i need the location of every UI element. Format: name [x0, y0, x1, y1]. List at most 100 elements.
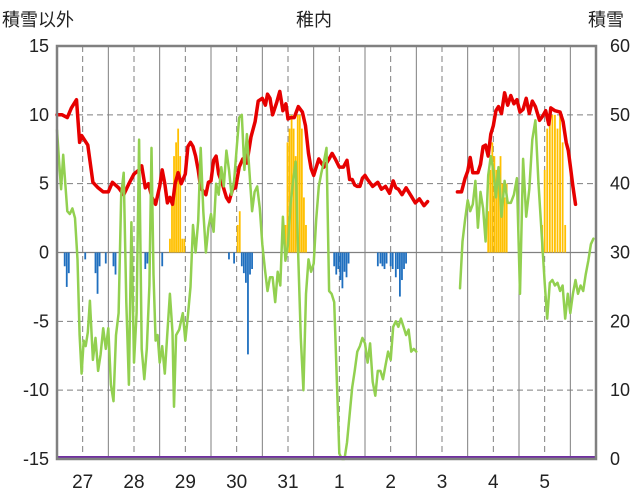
right-y-tick-label: 10	[610, 380, 630, 400]
snowfall-bar	[284, 224, 287, 253]
x-tick-label: 27	[72, 472, 93, 493]
snow-depth-line	[455, 91, 578, 207]
snowfall-bar	[503, 197, 506, 253]
precip-bar	[242, 252, 245, 274]
precip-bar	[399, 252, 401, 297]
x-tick-label: 5	[539, 472, 550, 493]
snowfall-bar	[298, 114, 301, 253]
snowfall-bar	[487, 211, 490, 253]
precip-bar	[339, 252, 342, 281]
precip-bar	[405, 252, 407, 264]
snowfall-bar	[501, 183, 504, 253]
snowfall-bar	[303, 197, 305, 253]
chart-title: 稚内	[296, 10, 332, 30]
precip-bar	[245, 252, 247, 283]
temperature-line	[458, 119, 595, 320]
left-y-tick-label: -10	[23, 380, 49, 400]
right-axis-label: 積雪	[588, 10, 624, 30]
precip-bar	[65, 252, 68, 287]
precip-bar	[144, 252, 147, 270]
snowfall-bar	[183, 238, 186, 253]
precip-bar	[96, 252, 99, 294]
line-series-group	[55, 89, 595, 461]
precip-bar	[383, 252, 386, 270]
precip-bar	[146, 252, 149, 264]
left-y-tick-label: 15	[29, 36, 49, 56]
snowfall-bar	[305, 224, 307, 253]
snowfall-bar	[238, 211, 241, 253]
x-tick-label: 4	[488, 472, 499, 493]
precip-bar	[343, 252, 346, 272]
right-y-tick-label: 30	[610, 243, 630, 263]
snowfall-bar	[288, 128, 291, 253]
x-ticks: 27 28 29 30 31 1 2 3 4 5	[72, 472, 550, 493]
x-tick-label: 29	[175, 472, 196, 493]
snowfall-bar	[177, 128, 180, 253]
snowfall-bar	[181, 238, 184, 253]
snowfall-bar	[497, 183, 500, 253]
snowfall-bar	[564, 224, 567, 253]
snowfall-bar	[171, 197, 173, 253]
left-y-ticks: 15 10 5 0 -5 -10 -15	[23, 36, 49, 469]
snowfall-bar	[300, 128, 303, 253]
snowfall-bar	[559, 114, 561, 253]
x-tick-label: 1	[334, 472, 345, 493]
x-tick-label: 28	[123, 472, 144, 493]
snowfall-bar	[543, 169, 546, 253]
x-tick-label: 3	[437, 472, 448, 493]
precip-bar	[337, 252, 340, 270]
snowfall-bar	[505, 183, 508, 253]
snowfall-bar	[236, 224, 239, 253]
left-axis-label: 積雪以外	[2, 10, 74, 30]
precip-bar	[104, 252, 107, 264]
precip-bar	[233, 252, 235, 264]
precip-bar	[381, 252, 384, 267]
left-y-tick-label: -15	[23, 449, 49, 469]
right-y-tick-label: 0	[610, 449, 620, 469]
precip-bar	[345, 252, 348, 278]
precip-bar	[67, 252, 70, 274]
precip-bar	[379, 252, 382, 264]
right-y-tick-label: 20	[610, 311, 630, 331]
right-y-ticks: 60 50 40 30 20 10 0	[610, 36, 630, 469]
precip-bar	[333, 252, 336, 267]
x-tick-label: 30	[226, 472, 247, 493]
precip-bar	[401, 252, 403, 281]
precip-bar	[249, 252, 251, 275]
snowfall-bar	[296, 114, 299, 253]
snowfall-bar	[554, 114, 556, 253]
precip-bar	[112, 252, 115, 267]
precip-bar	[347, 252, 350, 264]
temperature-line	[55, 113, 418, 461]
snowfall-bar	[489, 169, 492, 253]
precip-bar	[228, 252, 230, 260]
snowfall-bar	[556, 128, 559, 253]
right-y-tick-label: 40	[610, 174, 630, 194]
snowfall-bar	[546, 128, 549, 253]
precip-bar	[391, 252, 394, 270]
plot-frame	[55, 44, 598, 461]
precip-bar	[335, 252, 338, 275]
snowfall-bar	[551, 114, 554, 253]
right-y-tick-label: 60	[610, 36, 630, 56]
snowfall-bar	[493, 156, 496, 253]
right-y-tick-label: 50	[610, 105, 630, 125]
precip-bar	[84, 252, 87, 260]
precip-bar	[376, 252, 379, 267]
precip-bar	[341, 252, 344, 289]
precip-bar	[385, 252, 388, 264]
precip-bar	[240, 252, 243, 267]
precip-bar	[114, 252, 117, 275]
left-y-tick-label: -5	[33, 311, 49, 331]
left-y-tick-label: 0	[39, 243, 49, 263]
x-tick-label: 2	[385, 472, 396, 493]
snowfall-bar	[495, 169, 498, 253]
snowfall-bar	[169, 238, 171, 253]
snowfall-bar	[548, 114, 551, 253]
snowfall-bar	[561, 142, 564, 253]
precip-bar	[403, 252, 405, 270]
snowfall-bar	[292, 128, 295, 253]
precip-bar	[389, 252, 392, 267]
precip-bar	[161, 252, 164, 267]
